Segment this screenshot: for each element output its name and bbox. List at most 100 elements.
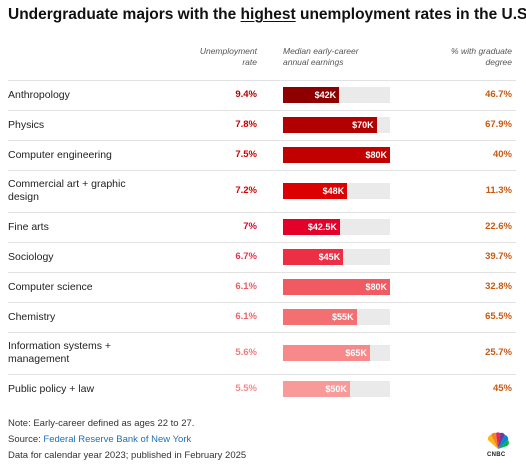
unemployment-rate-value: 7.8% — [235, 119, 257, 130]
unemployment-rate-value: 6.1% — [235, 311, 257, 322]
unemployment-rate-value: 9.4% — [235, 89, 257, 100]
rate-header-line1: Unemployment — [199, 46, 257, 56]
earnings-bar-label: $65K — [345, 348, 367, 358]
earnings-bar-track: $42K — [283, 87, 390, 103]
unemployment-rate-value: 5.5% — [235, 383, 257, 394]
earnings-bar: $70K — [283, 117, 377, 133]
earnings-bar-track: $70K — [283, 117, 390, 133]
row-divider — [8, 140, 516, 141]
earnings-bar-label: $42.5K — [307, 222, 337, 232]
row-divider — [8, 212, 516, 213]
earnings-bar: $80K — [283, 279, 390, 295]
major-name: Chemistry — [8, 311, 158, 324]
earnings-bar-label: $42K — [314, 90, 337, 100]
earnings-header-line1: Median early-career — [283, 46, 359, 56]
major-name-line1: Anthropology — [8, 88, 70, 101]
earnings-bar: $80K — [283, 147, 390, 163]
major-name-line1: Chemistry — [8, 310, 56, 323]
grad-degree-value: 67.9% — [485, 119, 512, 130]
footer-note: Note: Early-career defined as ages 22 to… — [8, 418, 195, 429]
grad-degree-value: 39.7% — [485, 251, 512, 262]
major-name: Public policy + law — [8, 383, 158, 396]
earnings-bar-track: $45K — [283, 249, 390, 265]
earnings-bar: $65K — [283, 345, 370, 361]
row-divider — [8, 302, 516, 303]
major-name: Sociology — [8, 251, 158, 264]
major-name-line2: design — [8, 191, 39, 203]
footer-data-line: Data for calendar year 2023; published i… — [8, 450, 247, 461]
earnings-bar: $55K — [283, 309, 357, 325]
row-divider — [8, 242, 516, 243]
row-divider — [8, 332, 516, 333]
major-name: Anthropology — [8, 89, 158, 102]
earnings-column-header: Median early-career annual earnings — [283, 46, 423, 68]
major-name-line2: management — [8, 353, 70, 365]
grad-degree-value: 40% — [492, 149, 512, 160]
earnings-bar-label: $80K — [365, 150, 387, 160]
row-divider — [8, 80, 516, 81]
cnbc-logo-text: CNBC — [487, 452, 506, 458]
earnings-bar-track: $55K — [283, 309, 390, 325]
row-divider — [8, 374, 516, 375]
earnings-bar-track: $48K — [283, 183, 390, 199]
earnings-bar-label: $48K — [322, 186, 345, 196]
rate-header-line2: rate — [242, 57, 257, 67]
major-name-line1: Fine arts — [8, 220, 49, 233]
earnings-bar-label: $70K — [352, 120, 374, 130]
grad-header-line1: % with graduate — [451, 46, 512, 56]
grad-degree-value: 46.7% — [485, 89, 512, 100]
earnings-bar-label: $50K — [325, 384, 347, 394]
chart-title: Undergraduate majors with the highest un… — [8, 6, 526, 24]
earnings-bar-track: $65K — [283, 345, 390, 361]
major-name-line1: Physics — [8, 118, 45, 131]
earnings-bar: $42.5K — [283, 219, 340, 235]
unemployment-rate-value: 7.2% — [235, 185, 257, 196]
grad-degree-value: 32.8% — [485, 281, 512, 292]
major-name: Information systems + management — [8, 340, 158, 366]
row-divider — [8, 272, 516, 273]
major-name: Commercial art + graphic design — [8, 178, 158, 204]
earnings-bar-track: $80K — [283, 147, 390, 163]
major-name-line1: Public policy + law — [8, 382, 95, 395]
grad-degree-value: 22.6% — [485, 221, 512, 232]
grad-column-header: % with graduate degree — [412, 46, 512, 68]
source-prefix: Source: — [8, 434, 44, 445]
unemployment-rate-value: 6.1% — [235, 281, 257, 292]
grad-degree-value: 45% — [492, 383, 512, 394]
title-prefix: Undergraduate majors with the — [8, 6, 241, 23]
earnings-bar-track: $42.5K — [283, 219, 390, 235]
unemployment-rate-value: 7% — [243, 221, 257, 232]
source-link[interactable]: Federal Reserve Bank of New York — [43, 434, 192, 445]
major-name-line1: Computer science — [8, 280, 93, 293]
major-name: Computer engineering — [8, 149, 158, 162]
major-name: Computer science — [8, 281, 158, 294]
major-name: Fine arts — [8, 221, 158, 234]
earnings-bar: $48K — [283, 183, 348, 199]
earnings-header-line2: annual earnings — [283, 57, 344, 67]
row-divider — [8, 170, 516, 171]
unemployment-rate-value: 7.5% — [235, 149, 257, 160]
grad-degree-value: 11.3% — [485, 185, 512, 196]
earnings-bar-track: $50K — [283, 381, 390, 397]
earnings-bar: $45K — [283, 249, 344, 265]
earnings-bar-track: $80K — [283, 279, 390, 295]
rate-column-header: Unemployment rate — [185, 46, 257, 68]
title-highlight: highest — [240, 6, 296, 23]
unemployment-rate-value: 5.6% — [235, 347, 257, 358]
row-divider — [8, 110, 516, 111]
major-name-line1: Sociology — [8, 250, 54, 263]
major-name-line1: Information systems + — [8, 340, 111, 352]
earnings-bar: $50K — [283, 381, 350, 397]
cnbc-peacock-logo — [487, 432, 509, 449]
grad-degree-value: 25.7% — [485, 347, 512, 358]
earnings-bar-label: $45K — [318, 252, 341, 262]
grad-header-line2: degree — [485, 57, 512, 67]
unemployment-rate-value: 6.7% — [235, 251, 257, 262]
earnings-bar-label: $55K — [332, 312, 354, 322]
title-suffix: unemployment rates in the U.S. — [295, 6, 526, 23]
earnings-bar: $42K — [283, 87, 340, 103]
major-name-line1: Commercial art + graphic — [8, 178, 126, 190]
major-name: Physics — [8, 119, 158, 132]
major-name-line1: Computer engineering — [8, 148, 112, 161]
earnings-bar-label: $80K — [365, 282, 387, 292]
